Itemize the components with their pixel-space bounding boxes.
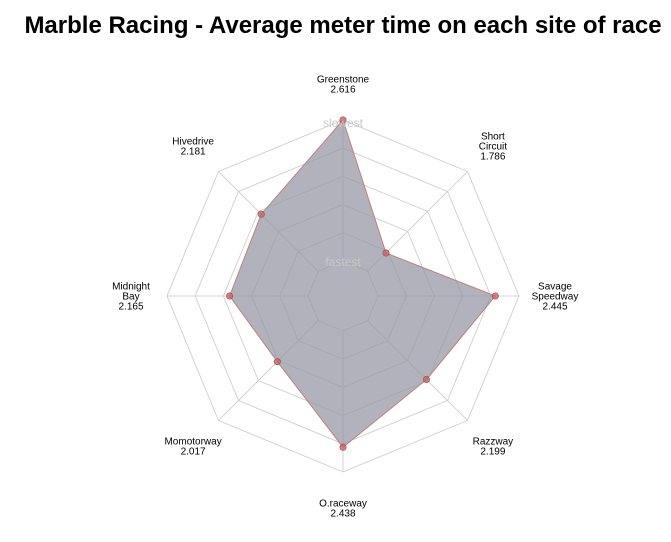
axis-category-label: Greenstone <box>317 75 370 86</box>
axis-category-label: Savage <box>538 282 572 293</box>
axis-value-label: 2.165 <box>118 302 143 313</box>
axis-value-label: 1.786 <box>480 152 505 163</box>
axis-value-label: 2.616 <box>330 85 355 96</box>
data-point <box>339 116 347 124</box>
axis-category-label: Hivedrive <box>172 137 214 148</box>
axis-category-label: Short <box>481 132 505 143</box>
scale-labels: slowest fastest <box>323 116 364 269</box>
data-points <box>226 116 499 451</box>
axis-category-label: Razzway <box>473 436 514 447</box>
data-point <box>422 375 430 383</box>
axis-value-label: 2.181 <box>181 147 206 158</box>
chart-title: Marble Racing - Average meter time on ea… <box>24 12 662 39</box>
axis-category-label: Bay <box>122 292 139 303</box>
axis-value-label: 2.199 <box>480 446 505 457</box>
data-point <box>339 443 347 451</box>
data-area <box>229 119 497 449</box>
data-point <box>257 210 265 218</box>
axis-category-label: Midnight <box>112 282 150 293</box>
axis-category-label: Circuit <box>479 142 508 153</box>
axis-category-label: Momotorway <box>164 436 221 447</box>
data-point <box>382 249 390 257</box>
scale-label-outer: slowest <box>323 116 364 130</box>
scale-label-inner: fastest <box>325 255 361 269</box>
data-point <box>491 292 499 300</box>
axis-value-label: 2.438 <box>330 509 355 520</box>
data-point <box>273 358 281 366</box>
data-area-polygon <box>229 119 497 449</box>
axis-category-label: O.raceway <box>319 499 367 510</box>
data-point <box>226 292 234 300</box>
axis-value-label: 2.017 <box>181 446 206 457</box>
axis-value-label: 2.445 <box>542 302 567 313</box>
axis-category-label: Speedway <box>532 292 579 303</box>
